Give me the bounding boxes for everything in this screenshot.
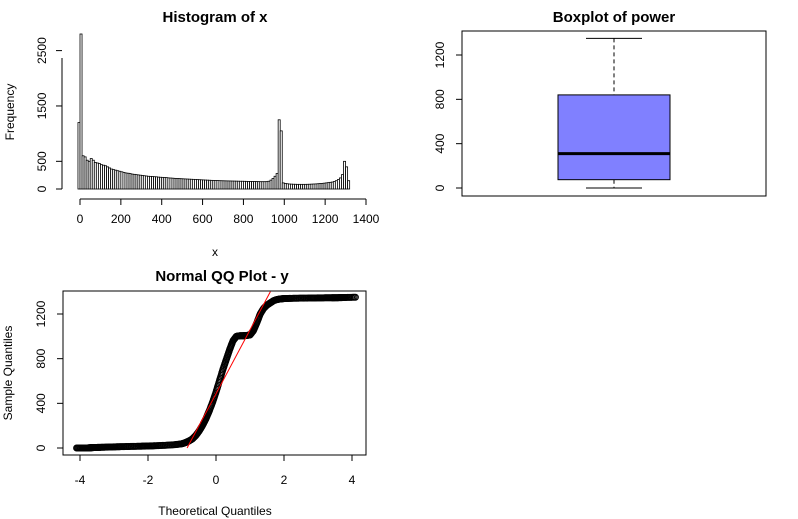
- boxplot-title: Boxplot of power: [553, 9, 676, 26]
- histogram-panel: Histogram of x 0 200 400 600 800 1000 1200 1400…: [3, 9, 380, 259]
- qq-y-label: Sample Quantiles: [1, 326, 15, 421]
- histogram-y-tick-label: 2500: [35, 37, 49, 64]
- histogram-bar: [279, 130, 283, 190]
- boxplot-y-tick-label: 0: [433, 184, 447, 191]
- histogram-y-label: Frequency: [3, 84, 17, 141]
- histogram-bar: [345, 166, 349, 190]
- histogram-x-tick-label: 0: [77, 212, 84, 226]
- histogram-x-ticks: 0 200 400 600 800 1000 1200 1400: [77, 199, 380, 226]
- histogram-y-tick-label: 500: [35, 151, 49, 171]
- qq-x-label: Theoretical Quantiles: [158, 504, 271, 518]
- qq-x-tick-label: 0: [213, 473, 220, 487]
- qq-point: [351, 293, 359, 301]
- histogram-x-tick-label: 400: [152, 212, 172, 226]
- qq-y-tick-label: 800: [34, 348, 48, 368]
- histogram-x-tick-label: 1200: [312, 212, 339, 226]
- boxplot-marks: [557, 37, 671, 189]
- histogram-y-tick-label: 0: [35, 185, 49, 192]
- histogram-x-label: x: [212, 245, 218, 259]
- qq-points: [73, 293, 359, 452]
- histogram-y-tick-label: 1500: [35, 92, 49, 119]
- boxplot-y-tick-label: 400: [433, 133, 447, 153]
- qq-reference-line: [186, 291, 271, 449]
- qq-y-tick-label: 1200: [34, 300, 48, 327]
- histogram-x-tick-label: 200: [111, 212, 131, 226]
- histogram-bar: [79, 33, 83, 190]
- qq-y-ticks: 0 400 800 1200: [34, 300, 63, 451]
- boxplot-panel: Boxplot of power 0 400 800 1200: [433, 9, 767, 197]
- histogram-x-tick-label: 800: [233, 212, 253, 226]
- histogram-x-tick-label: 1400: [353, 212, 380, 226]
- qq-x-ticks: -4 -2 0 2 4: [75, 455, 356, 487]
- boxplot-y-ticks: 0 400 800 1200: [433, 41, 462, 191]
- qq-frame: [62, 290, 367, 456]
- boxplot-y-tick-label: 800: [433, 89, 447, 109]
- boxplot-y-tick-label: 1200: [433, 41, 447, 68]
- qq-x-tick-label: 2: [281, 473, 288, 487]
- qq-line: [186, 291, 271, 449]
- qq-x-tick-label: -4: [75, 473, 86, 487]
- qq-y-tick-label: 400: [34, 393, 48, 413]
- boxplot-box: [557, 94, 671, 181]
- histogram-x-tick-label: 600: [193, 212, 213, 226]
- histogram-y-ticks: 0 500 1500 2500: [35, 37, 62, 192]
- qq-x-tick-label: -2: [143, 473, 154, 487]
- qq-x-tick-label: 4: [349, 473, 356, 487]
- qq-title: Normal QQ Plot - y: [155, 268, 289, 285]
- histogram-bars: [77, 33, 351, 190]
- histogram-title: Histogram of x: [162, 9, 268, 26]
- qq-y-tick-label: 0: [34, 444, 48, 451]
- histogram-x-tick-label: 1000: [271, 212, 298, 226]
- histogram-bar: [347, 180, 351, 190]
- qq-panel: Normal QQ Plot - y -4 -2 0 2 4 0 400 800 1200 T…: [1, 268, 367, 518]
